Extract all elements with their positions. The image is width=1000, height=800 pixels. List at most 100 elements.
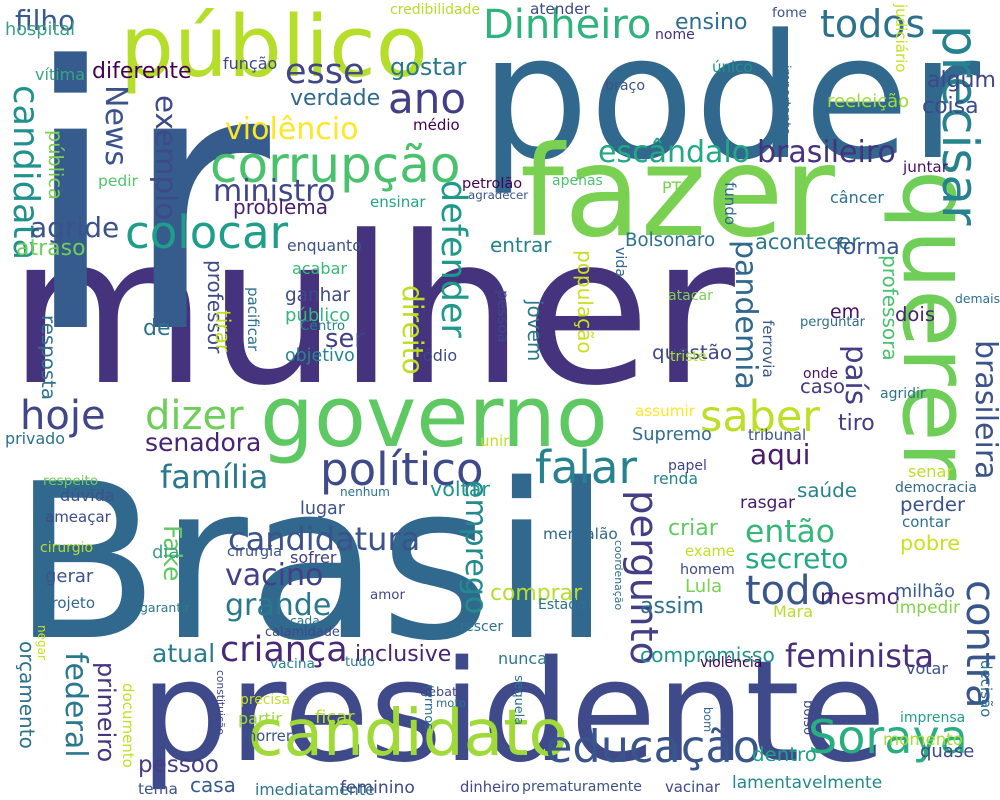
word-cloud-term: público	[285, 305, 351, 327]
word-cloud-term: primeiro	[91, 662, 120, 763]
word-cloud-term: votar	[906, 659, 948, 678]
word-cloud-term: ensino	[675, 10, 748, 35]
word-cloud-term: saúde	[797, 479, 858, 503]
word-cloud-term: agridir	[880, 386, 926, 402]
word-cloud-term: petrolão	[462, 175, 523, 192]
word-cloud-term: gerar	[45, 566, 94, 587]
word-cloud-term: apenas	[552, 173, 603, 189]
word-cloud-term: família	[160, 458, 269, 496]
word-cloud-term: corrupção	[210, 136, 461, 194]
word-cloud-term: vacino	[225, 558, 324, 593]
word-cloud-term: reeleição	[827, 91, 910, 112]
word-cloud-term: dinheiro	[460, 778, 520, 796]
word-cloud-term: Brasil	[12, 437, 612, 688]
word-cloud-term: dia	[152, 542, 180, 563]
word-cloud-term: assim	[640, 594, 704, 619]
word-cloud-term: grande	[225, 588, 332, 623]
word-cloud-term: de	[143, 316, 171, 341]
word-cloud-term: ganhar	[285, 284, 351, 306]
word-cloud-term: população	[573, 250, 597, 354]
word-cloud-term: tema	[138, 780, 178, 799]
word-cloud-term: mulher	[8, 193, 735, 431]
word-cloud-term: Soraya	[808, 710, 968, 764]
word-cloud-term: tribunal	[748, 426, 807, 444]
word-cloud-term: News	[98, 85, 133, 167]
word-cloud-term: bom	[701, 707, 715, 733]
word-cloud-term: negar	[35, 625, 50, 660]
word-cloud-term: precisa	[240, 692, 291, 709]
word-cloud-term: pública	[43, 130, 67, 200]
word-cloud-term: cirurgio	[40, 540, 94, 556]
word-cloud-term: exame	[685, 543, 735, 561]
word-cloud-term: feminista	[785, 637, 935, 675]
word-cloud-term: moto	[436, 696, 467, 711]
word-cloud-term: enquanto	[287, 236, 362, 256]
word-cloud-term: contar	[902, 513, 951, 531]
word-cloud-term: pedir	[98, 172, 138, 191]
word-cloud-term: criança	[220, 630, 348, 670]
word-cloud-term: momento	[883, 729, 963, 749]
word-cloud-term: ensinar	[370, 193, 426, 211]
word-cloud-term: público	[120, 0, 428, 97]
word-cloud-term: vítima	[35, 65, 86, 84]
word-cloud-term: prematuramente	[522, 778, 642, 795]
word-cloud-term: ameaçar	[45, 508, 111, 526]
word-cloud-term: atraso	[16, 236, 86, 261]
word-cloud-term: imprensa	[900, 710, 966, 727]
word-cloud-term: nenhum	[340, 484, 390, 499]
word-cloud-term: saber	[700, 392, 820, 443]
word-cloud-term: milhão	[895, 582, 955, 603]
word-cloud-term: partir	[238, 709, 282, 728]
word-cloud-term: todos	[820, 2, 926, 46]
word-cloud-term: médio	[413, 116, 460, 134]
word-cloud-term: coisa	[922, 94, 979, 119]
word-cloud-term: democracia	[895, 480, 977, 496]
word-cloud-term: constituição	[214, 670, 228, 735]
word-cloud-term: sequela	[510, 675, 526, 726]
word-cloud-term: senar	[908, 462, 953, 482]
word-cloud-term: então	[745, 513, 835, 550]
word-cloud-term: entrar	[490, 233, 552, 257]
word-cloud-term: problema	[233, 195, 329, 219]
word-cloud-term: tiro	[838, 411, 875, 436]
word-cloud-term: braço	[605, 78, 646, 95]
word-cloud-term: fome	[772, 4, 807, 21]
word-cloud-term: Dinheiro	[483, 2, 652, 48]
word-cloud-term: coordenação	[611, 540, 625, 611]
word-cloud-term: esse	[285, 52, 365, 92]
word-cloud-term: privado	[5, 429, 65, 449]
word-cloud-term: orçamento	[15, 641, 39, 749]
word-cloud-term: ferrovia	[759, 320, 777, 378]
word-cloud-term: questão	[652, 341, 732, 365]
word-cloud-term: compromisso	[640, 642, 775, 667]
word-cloud-term: triste	[670, 349, 707, 365]
word-cloud-term: algum	[927, 68, 996, 93]
word-cloud-term: nome	[655, 27, 695, 43]
word-cloud-term: violêncio	[225, 112, 359, 147]
word-cloud-term: escândalo	[598, 135, 751, 170]
word-cloud-term: ser	[325, 324, 365, 355]
word-cloud-term: ficar	[315, 707, 355, 728]
word-cloud-term: precisar	[931, 25, 989, 226]
word-cloud-term: respeito	[43, 473, 99, 490]
word-cloud-term: pessoo	[138, 752, 219, 778]
word-cloud-term: pergunto	[620, 490, 666, 666]
word-cloud-term: morrer	[242, 727, 292, 745]
word-cloud-term: dentro	[752, 743, 817, 767]
word-cloud-term: mensalão	[543, 525, 618, 544]
word-cloud-term: Estado	[538, 597, 586, 613]
word-cloud-term: feminino	[340, 778, 415, 799]
word-cloud-term: defender	[433, 180, 473, 338]
word-cloud-term: candidatura	[228, 520, 421, 558]
word-cloud-term: projeto	[42, 594, 95, 612]
word-cloud-term: presidente	[140, 631, 887, 794]
word-cloud-term: ministro	[213, 174, 336, 209]
word-cloud-term: criar	[668, 516, 718, 541]
word-cloud-term: governo	[260, 368, 608, 467]
word-cloud-term: brasileiro	[757, 135, 896, 170]
word-cloud-term: objetivo	[285, 346, 355, 367]
word-cloud-term: acabar	[292, 258, 347, 278]
word-cloud-term: debate	[420, 684, 465, 700]
word-cloud-term: imediatamente	[255, 780, 375, 800]
